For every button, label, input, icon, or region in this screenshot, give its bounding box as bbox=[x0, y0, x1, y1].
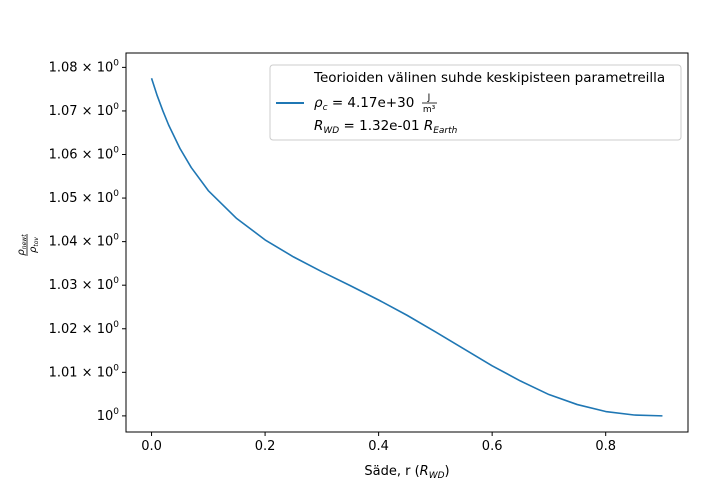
y-axis-label-num-subscript: newt bbox=[21, 234, 28, 249]
y-axis-label-numerator: ρnewt bbox=[16, 234, 28, 256]
y-tick-label: 100 bbox=[97, 407, 120, 424]
y-tick-label: 1.07 × 100 bbox=[49, 102, 120, 119]
legend-rho-subscript: c bbox=[323, 103, 328, 113]
legend-radius-subscript: WD bbox=[323, 126, 339, 136]
y-tick-label-exponent: 0 bbox=[113, 58, 119, 68]
y-tick-label-base: 1.05 × 10 bbox=[49, 191, 114, 206]
y-tick-label: 1.06 × 100 bbox=[49, 146, 120, 163]
y-tick-label-exponent: 0 bbox=[113, 276, 119, 286]
y-tick-label-base: 1.02 × 10 bbox=[49, 322, 114, 337]
y-tick-label-exponent: 0 bbox=[113, 146, 119, 156]
y-axis-label-den-symbol: ρ bbox=[28, 246, 39, 253]
y-tick-label: 1.02 × 100 bbox=[49, 320, 120, 337]
legend-entry-rho: ρc = 4.17e+30 bbox=[314, 95, 414, 113]
legend-unit-numerator: J bbox=[427, 93, 431, 103]
legend-radius-value: = 1.32e-01 bbox=[339, 118, 424, 134]
y-tick-label-base: 1.03 × 10 bbox=[49, 278, 114, 293]
y-tick-label-base: 1.07 × 10 bbox=[49, 104, 114, 119]
legend-entry-radius: RWD = 1.32e-01 REarth bbox=[314, 118, 458, 136]
x-axis: 0.0 0.2 0.4 0.6 0.8 bbox=[141, 432, 616, 454]
y-tick-label-base: 1.06 × 10 bbox=[49, 148, 114, 163]
y-axis-label: ρnewt ρtov bbox=[16, 234, 40, 256]
y-tick-label-exponent: 0 bbox=[113, 320, 119, 330]
legend-radius-symbol: R bbox=[314, 118, 323, 134]
legend-unit-denominator: m³ bbox=[423, 105, 436, 115]
y-tick-label-exponent: 0 bbox=[113, 102, 119, 112]
x-axis-label-symbol: R bbox=[420, 464, 429, 479]
series-layer bbox=[150, 78, 663, 417]
y-tick-label: 1.04 × 100 bbox=[49, 233, 120, 250]
series-line bbox=[150, 78, 663, 417]
x-axis-label: Säde, r (RWD) bbox=[364, 464, 449, 481]
y-tick-label: 1.01 × 100 bbox=[49, 363, 120, 380]
legend-box bbox=[269, 64, 682, 141]
y-tick-label: 1.05 × 100 bbox=[49, 189, 120, 206]
x-tick-label: 0.0 bbox=[141, 439, 162, 454]
y-axis-label-den-subscript: tov bbox=[33, 237, 40, 247]
y-tick-label-base: 10 bbox=[97, 409, 114, 424]
x-tick-label: 0.6 bbox=[482, 439, 503, 454]
x-axis-label-subscript: WD bbox=[429, 471, 445, 481]
legend-rho-symbol: ρ bbox=[314, 95, 323, 111]
y-tick-label-exponent: 0 bbox=[113, 189, 119, 199]
y-axis-label-denominator: ρtov bbox=[28, 237, 40, 253]
legend-rho-value: = 4.17e+30 bbox=[328, 95, 415, 111]
y-axis-label-num-symbol: ρ bbox=[16, 249, 27, 256]
y-tick-label-base: 1.01 × 10 bbox=[49, 365, 114, 380]
plot-frame bbox=[125, 52, 689, 433]
legend-title: Teorioiden välinen suhde keskipisteen pa… bbox=[313, 70, 665, 86]
y-tick-label-exponent: 0 bbox=[113, 233, 119, 243]
x-tick-label: 0.4 bbox=[368, 439, 389, 454]
y-tick-label-base: 1.08 × 10 bbox=[49, 60, 114, 75]
legend: Teorioiden välinen suhde keskipisteen pa… bbox=[269, 64, 682, 141]
y-tick-label: 1.08 × 100 bbox=[49, 58, 120, 75]
y-tick-label-exponent: 0 bbox=[113, 363, 119, 373]
x-axis-label-suffix: ) bbox=[445, 464, 450, 479]
y-tick-label-base: 1.04 × 10 bbox=[49, 235, 114, 250]
x-tick-label: 0.8 bbox=[595, 439, 616, 454]
y-tick-label: 1.03 × 100 bbox=[49, 276, 120, 293]
legend-earth-symbol: R bbox=[424, 118, 433, 134]
x-axis-label-prefix: Säde, r ( bbox=[364, 464, 419, 479]
legend-earth-subscript: Earth bbox=[433, 126, 457, 136]
y-tick-label-exponent: 0 bbox=[113, 407, 119, 417]
x-tick-label: 0.2 bbox=[255, 439, 276, 454]
